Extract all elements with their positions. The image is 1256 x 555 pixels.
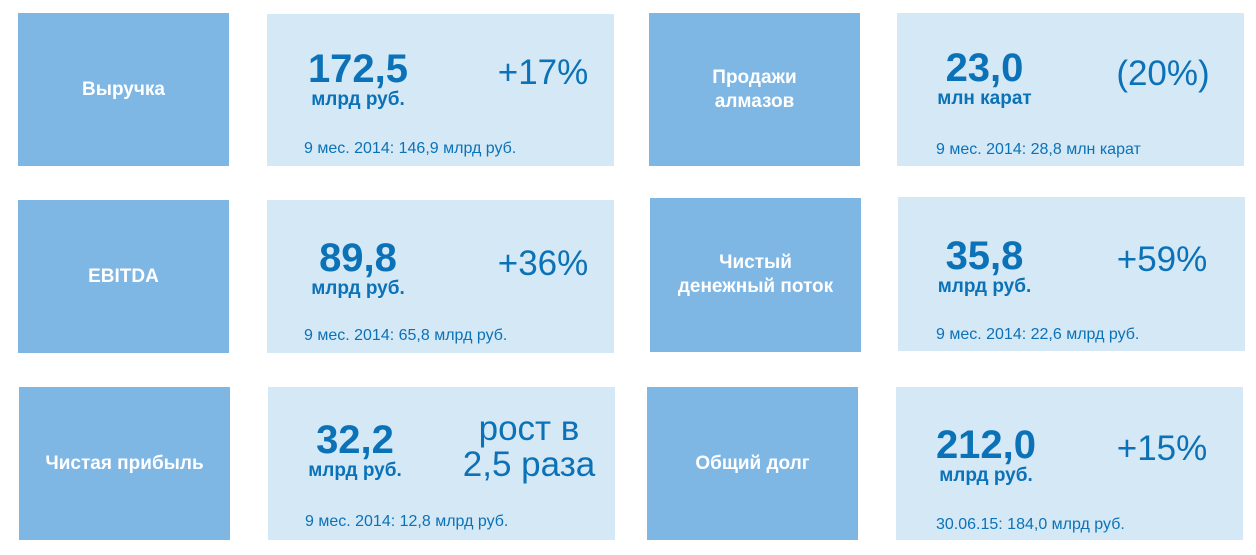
metric-label-net-profit: Чистая прибыль [19,387,230,540]
metric-value: 35,8 [945,234,1024,278]
metric-change: рост в 2,5 раза [454,411,604,483]
metric-label-line: Общий долг [695,452,810,474]
metric-change-line: (20%) [1116,54,1210,93]
metric-note: 9 мес. 2014: 146,9 млрд руб. [304,140,517,157]
metric-value: 32,2 [316,418,394,462]
metric-change: +15% [1102,431,1222,467]
metric-note: 30.06.15: 184,0 млрд руб. [936,516,1125,533]
metric-label-line: Выручка [82,78,165,100]
metric-card-net-profit: 32,2 млрд руб. рост в 2,5 раза 9 мес. 20… [268,387,615,540]
metric-card-diamond-sales: 23,0 млн карат (20%) 9 мес. 2014: 28,8 м… [897,13,1244,166]
metric-label-revenue: Выручка [18,13,229,166]
metric-card-revenue: 172,5 млрд руб. +17% 9 мес. 2014: 146,9 … [267,14,614,166]
metric-change-line: +15% [1116,429,1208,468]
metric-note: 9 мес. 2014: 28,8 млн карат [936,141,1141,158]
metric-unit: млрд руб. [939,465,1033,486]
metric-label-line: алмазов [714,90,795,112]
metric-unit: млрд руб. [308,460,402,481]
metric-change-line: рост в [478,409,580,448]
metric-value: 23,0 [945,46,1024,90]
metric-label-line: Чистая прибыль [45,452,204,474]
metric-card-net-cash-flow: 35,8 млрд руб. +59% 9 мес. 2014: 22,6 мл… [898,197,1245,351]
metric-change-line: +36% [497,244,589,283]
metric-change: (20%) [1103,56,1223,92]
metric-label-total-debt: Общий долг [647,387,858,540]
metric-value: 172,5 [307,47,409,91]
metric-label-line: Чистый [719,252,792,273]
metric-change-line: +17% [497,53,589,92]
metric-value: 212,0 [935,423,1037,467]
metric-change: +36% [483,246,603,282]
metric-change-line: +59% [1116,240,1208,279]
metric-unit: млн карат [937,88,1032,109]
metric-main: 172,5 млрд руб. [303,49,413,111]
metric-main: 89,8 млрд руб. [303,238,413,300]
metric-change: +59% [1102,242,1222,278]
metric-note: 9 мес. 2014: 22,6 млрд руб. [936,326,1140,343]
metric-change: +17% [483,55,603,91]
metric-unit: млрд руб. [937,276,1032,297]
metric-card-total-debt: 212,0 млрд руб. +15% 30.06.15: 184,0 млр… [896,387,1243,540]
metric-unit: млрд руб. [311,278,405,299]
metric-unit: млрд руб. [311,89,405,110]
metric-label-ebitda: EBITDA [18,200,229,353]
metric-main: 35,8 млрд руб. [927,236,1042,298]
metric-label-line: EBITDA [88,265,159,287]
metric-main: 23,0 млн карат [927,48,1042,110]
metric-value: 89,8 [319,236,397,280]
metric-label-line: Продажи [712,66,797,88]
metric-label-net-cash-flow: Чистый денежный поток [650,198,861,352]
metric-note: 9 мес. 2014: 65,8 млрд руб. [304,327,508,344]
metric-label-line: денежный поток [677,276,834,297]
metric-main: 212,0 млрд руб. [926,425,1046,487]
metric-note: 9 мес. 2014: 12,8 млрд руб. [305,513,509,530]
metric-card-ebitda: 89,8 млрд руб. +36% 9 мес. 2014: 65,8 мл… [267,200,614,353]
metric-label-diamond-sales: Продажи алмазов [649,13,860,166]
metric-main: 32,2 млрд руб. [296,420,414,482]
metric-change-line: 2,5 раза [462,445,596,484]
